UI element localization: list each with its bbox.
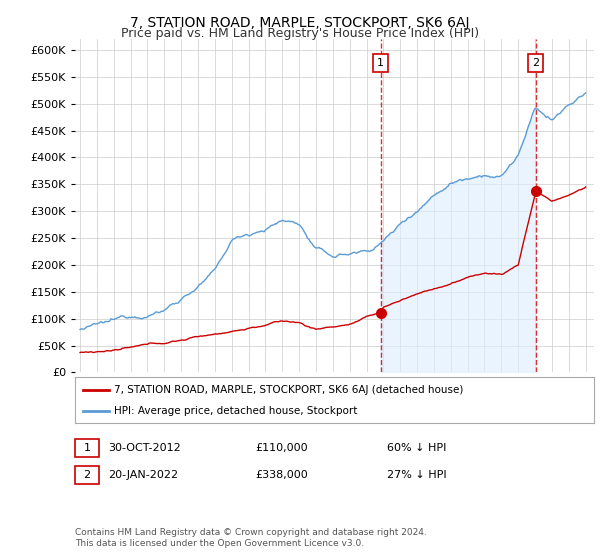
Text: 20-JAN-2022: 20-JAN-2022 [108, 470, 178, 480]
Text: Contains HM Land Registry data © Crown copyright and database right 2024.
This d: Contains HM Land Registry data © Crown c… [75, 528, 427, 548]
Text: 60% ↓ HPI: 60% ↓ HPI [387, 443, 446, 453]
Text: 1: 1 [377, 58, 384, 68]
Text: £110,000: £110,000 [255, 443, 308, 453]
Text: 7, STATION ROAD, MARPLE, STOCKPORT, SK6 6AJ (detached house): 7, STATION ROAD, MARPLE, STOCKPORT, SK6 … [114, 385, 463, 395]
Text: 30-OCT-2012: 30-OCT-2012 [108, 443, 181, 453]
Text: 27% ↓ HPI: 27% ↓ HPI [387, 470, 446, 480]
Text: HPI: Average price, detached house, Stockport: HPI: Average price, detached house, Stoc… [114, 407, 358, 416]
Text: £338,000: £338,000 [255, 470, 308, 480]
Text: 7, STATION ROAD, MARPLE, STOCKPORT, SK6 6AJ: 7, STATION ROAD, MARPLE, STOCKPORT, SK6 … [130, 16, 470, 30]
Text: Price paid vs. HM Land Registry's House Price Index (HPI): Price paid vs. HM Land Registry's House … [121, 27, 479, 40]
Text: 2: 2 [83, 470, 91, 480]
Text: 1: 1 [83, 443, 91, 453]
Text: 2: 2 [532, 58, 539, 68]
